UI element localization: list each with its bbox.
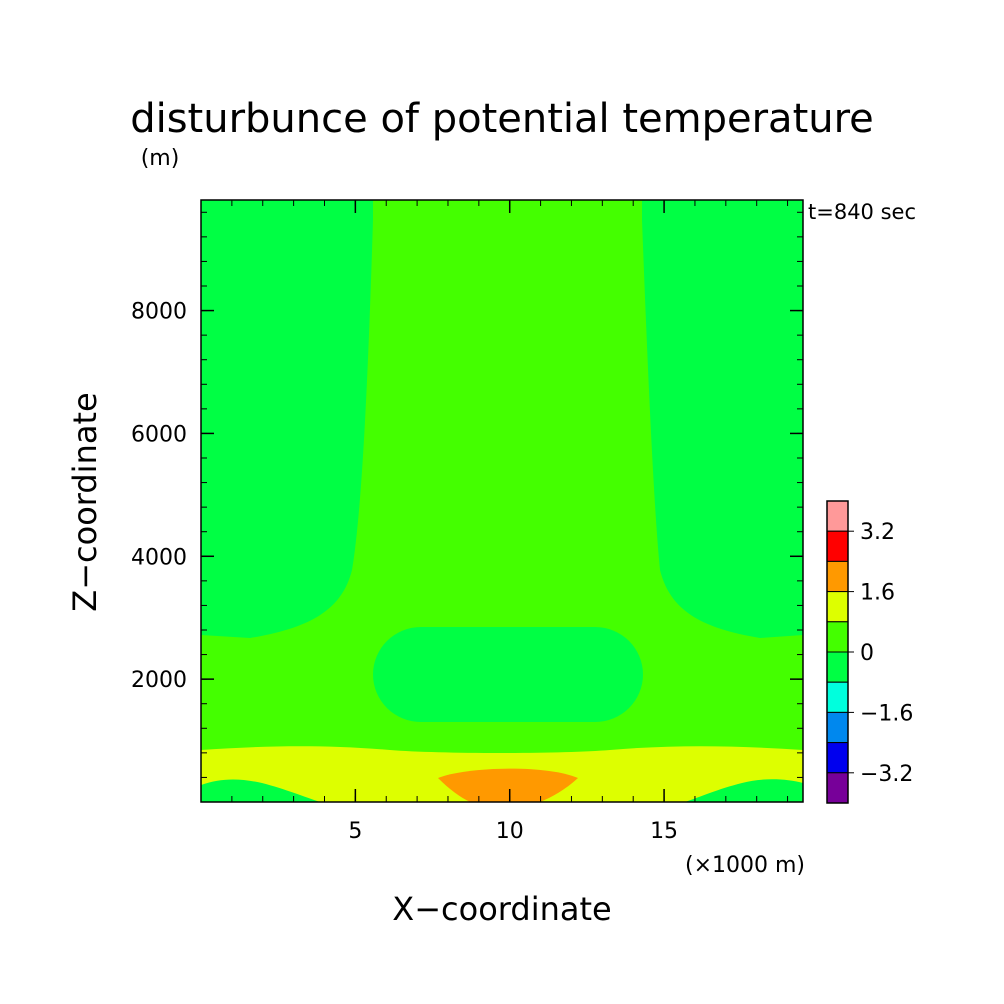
colorbar-label: −3.2 — [860, 762, 913, 787]
colorbar-label: 3.2 — [860, 520, 895, 545]
colorbar: 3.2 1.6 0 −1.6 −3.2 — [826, 500, 913, 804]
colorbar-cell — [826, 681, 849, 713]
bottom-corner-right-region — [685, 779, 803, 802]
x-axis-ticks: 5 10 15 — [348, 200, 678, 844]
colorbar-label: 0 — [860, 641, 874, 666]
warm-core-region — [438, 768, 578, 802]
x-axis-label: X−coordinate — [392, 890, 611, 928]
plot-frame — [200, 199, 804, 803]
x-tick-label: 10 — [496, 819, 524, 844]
colorbar-cell — [826, 591, 849, 623]
colorbar-cell — [826, 560, 849, 593]
x-tick-label: 5 — [348, 819, 362, 844]
y-tick-label: 2000 — [131, 668, 187, 693]
time-label: t=840 sec — [808, 200, 916, 224]
y-axis-ticks: 2000 4000 6000 8000 — [131, 300, 803, 693]
colorbar-cell — [826, 772, 849, 804]
colorbar-cell — [826, 530, 849, 562]
colorbar-cell — [826, 742, 849, 774]
mid-cell-region — [373, 627, 643, 722]
x-tick-label: 15 — [650, 819, 678, 844]
colorbar-cell — [826, 711, 849, 744]
y-tick-label: 6000 — [131, 422, 187, 447]
y-tick-label: 4000 — [131, 545, 187, 570]
bottom-corner-left-region — [201, 779, 320, 802]
upper-right-region — [642, 200, 803, 638]
colorbar-label: 1.6 — [860, 581, 895, 606]
y-axis-label: Z−coordinate — [66, 392, 104, 611]
colorbar-cell — [826, 500, 849, 532]
colorbar-label: −1.6 — [860, 701, 913, 726]
unit-label: (m) — [141, 146, 180, 171]
x-multiplier-label: (×1000 m) — [685, 853, 805, 878]
y-tick-label: 8000 — [131, 300, 187, 325]
chart-title: disturbunce of potential temperature — [130, 96, 874, 142]
colorbar-cell — [826, 621, 849, 653]
upper-left-region — [201, 200, 373, 638]
colorbar-cell — [826, 651, 849, 683]
plot-area — [200, 199, 804, 803]
